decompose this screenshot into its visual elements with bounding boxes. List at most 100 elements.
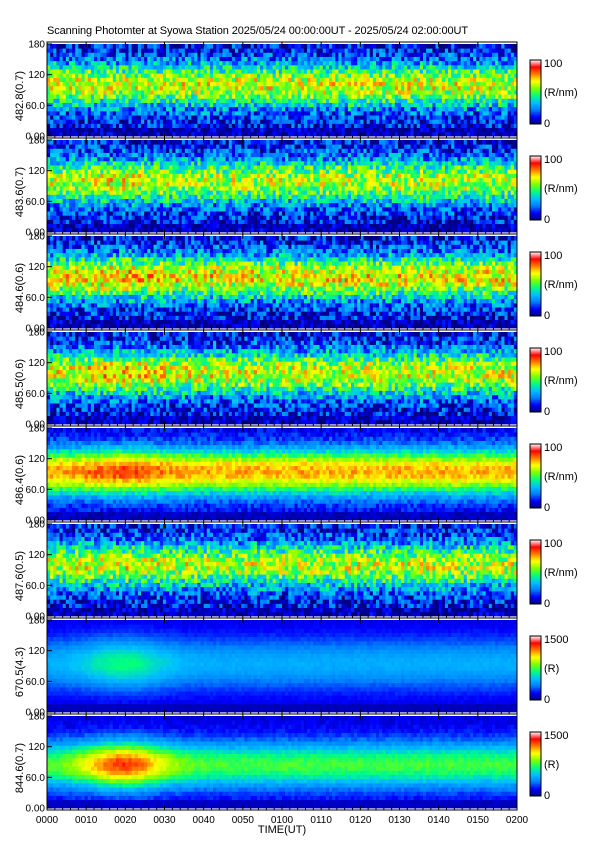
heatmap-cell bbox=[464, 86, 468, 91]
heatmap-cell bbox=[251, 207, 255, 212]
heatmap-cell bbox=[91, 115, 95, 120]
heatmap-cell bbox=[194, 219, 198, 224]
heatmap-cell bbox=[207, 215, 211, 220]
heatmap-cell bbox=[110, 82, 114, 87]
heatmap-cell bbox=[295, 115, 299, 120]
heatmap-cell bbox=[229, 211, 233, 216]
heatmap-cell bbox=[436, 52, 440, 57]
heatmap-cell bbox=[69, 86, 73, 91]
heatmap-cell bbox=[175, 186, 179, 191]
heatmap-cell bbox=[88, 98, 92, 103]
heatmap-cell bbox=[389, 211, 393, 216]
heatmap-cell bbox=[508, 207, 512, 212]
heatmap-cell bbox=[442, 69, 446, 74]
heatmap-cell bbox=[166, 69, 170, 74]
heatmap-cell bbox=[370, 90, 374, 95]
heatmap-cell bbox=[157, 224, 161, 229]
heatmap-cell bbox=[382, 65, 386, 70]
heatmap-cell bbox=[354, 186, 358, 191]
heatmap-cell bbox=[75, 65, 79, 70]
heatmap-cell bbox=[144, 82, 148, 87]
heatmap-cell bbox=[88, 65, 92, 70]
heatmap-cell bbox=[94, 194, 98, 199]
heatmap-cell bbox=[357, 94, 361, 99]
heatmap-cell bbox=[135, 90, 139, 95]
heatmap-cell bbox=[72, 82, 76, 87]
heatmap-cell bbox=[232, 203, 236, 208]
heatmap-cell bbox=[94, 98, 98, 103]
heatmap-cell bbox=[72, 123, 76, 128]
heatmap-cell bbox=[47, 86, 51, 91]
heatmap-cell bbox=[476, 73, 480, 78]
heatmap-cell bbox=[266, 132, 270, 137]
heatmap-cell bbox=[345, 48, 349, 53]
heatmap-cell bbox=[66, 82, 70, 87]
heatmap-cell bbox=[94, 73, 98, 78]
heatmap-cell bbox=[254, 52, 258, 57]
heatmap-cell bbox=[448, 228, 452, 233]
heatmap-cell bbox=[332, 186, 336, 191]
heatmap-cell bbox=[154, 107, 158, 112]
heatmap-cell bbox=[150, 215, 154, 220]
heatmap-cell bbox=[492, 61, 496, 66]
heatmap-cell bbox=[345, 86, 349, 91]
heatmap-cell bbox=[348, 65, 352, 70]
heatmap-cell bbox=[307, 132, 311, 137]
heatmap-cell bbox=[404, 203, 408, 208]
heatmap-cell bbox=[508, 94, 512, 99]
heatmap-cell bbox=[273, 90, 277, 95]
heatmap-cell bbox=[426, 203, 430, 208]
heatmap-cell bbox=[207, 103, 211, 108]
heatmap-cell bbox=[150, 219, 154, 224]
heatmap-cell bbox=[135, 86, 139, 91]
heatmap-cell bbox=[132, 211, 136, 216]
heatmap-cell bbox=[395, 82, 399, 87]
heatmap-cell bbox=[147, 123, 151, 128]
heatmap-cell bbox=[354, 199, 358, 204]
heatmap-cell bbox=[213, 215, 217, 220]
heatmap-cell bbox=[182, 123, 186, 128]
heatmap-cell bbox=[263, 69, 267, 74]
heatmap-cell bbox=[326, 224, 330, 229]
heatmap-cell bbox=[141, 86, 145, 91]
heatmap-cell bbox=[179, 69, 183, 74]
heatmap-cell bbox=[110, 224, 114, 229]
heatmap-cell bbox=[119, 86, 123, 91]
heatmap-cell bbox=[182, 215, 186, 220]
heatmap-cell bbox=[479, 44, 483, 49]
heatmap-cell bbox=[100, 86, 104, 91]
heatmap-cell bbox=[389, 111, 393, 116]
heatmap-cell bbox=[175, 94, 179, 99]
heatmap-cell bbox=[335, 199, 339, 204]
heatmap-cell bbox=[91, 69, 95, 74]
heatmap-cell bbox=[310, 48, 314, 53]
heatmap-cell bbox=[345, 82, 349, 87]
heatmap-cell bbox=[100, 123, 104, 128]
heatmap-cell bbox=[410, 119, 414, 124]
heatmap-cell bbox=[210, 115, 214, 120]
heatmap-cell bbox=[226, 82, 230, 87]
heatmap-cell bbox=[179, 115, 183, 120]
heatmap-cell bbox=[501, 219, 505, 224]
heatmap-cell bbox=[160, 77, 164, 82]
heatmap-cell bbox=[417, 119, 421, 124]
heatmap-cell bbox=[119, 199, 123, 204]
heatmap-cell bbox=[329, 86, 333, 91]
heatmap-cell bbox=[436, 111, 440, 116]
heatmap-cell bbox=[97, 61, 101, 66]
heatmap-cell bbox=[338, 103, 342, 108]
heatmap-cell bbox=[282, 103, 286, 108]
heatmap-cell bbox=[56, 203, 60, 208]
heatmap-cell bbox=[448, 61, 452, 66]
heatmap-cell bbox=[269, 224, 273, 229]
heatmap-cell bbox=[154, 203, 158, 208]
heatmap-cell bbox=[141, 199, 145, 204]
heatmap-cell bbox=[457, 98, 461, 103]
heatmap-cell bbox=[323, 111, 327, 116]
heatmap-cell bbox=[132, 52, 136, 57]
heatmap-cell bbox=[94, 119, 98, 124]
heatmap-cell bbox=[78, 199, 82, 204]
heatmap-cell bbox=[511, 119, 515, 124]
heatmap-cell bbox=[395, 128, 399, 133]
heatmap-cell bbox=[254, 115, 258, 120]
